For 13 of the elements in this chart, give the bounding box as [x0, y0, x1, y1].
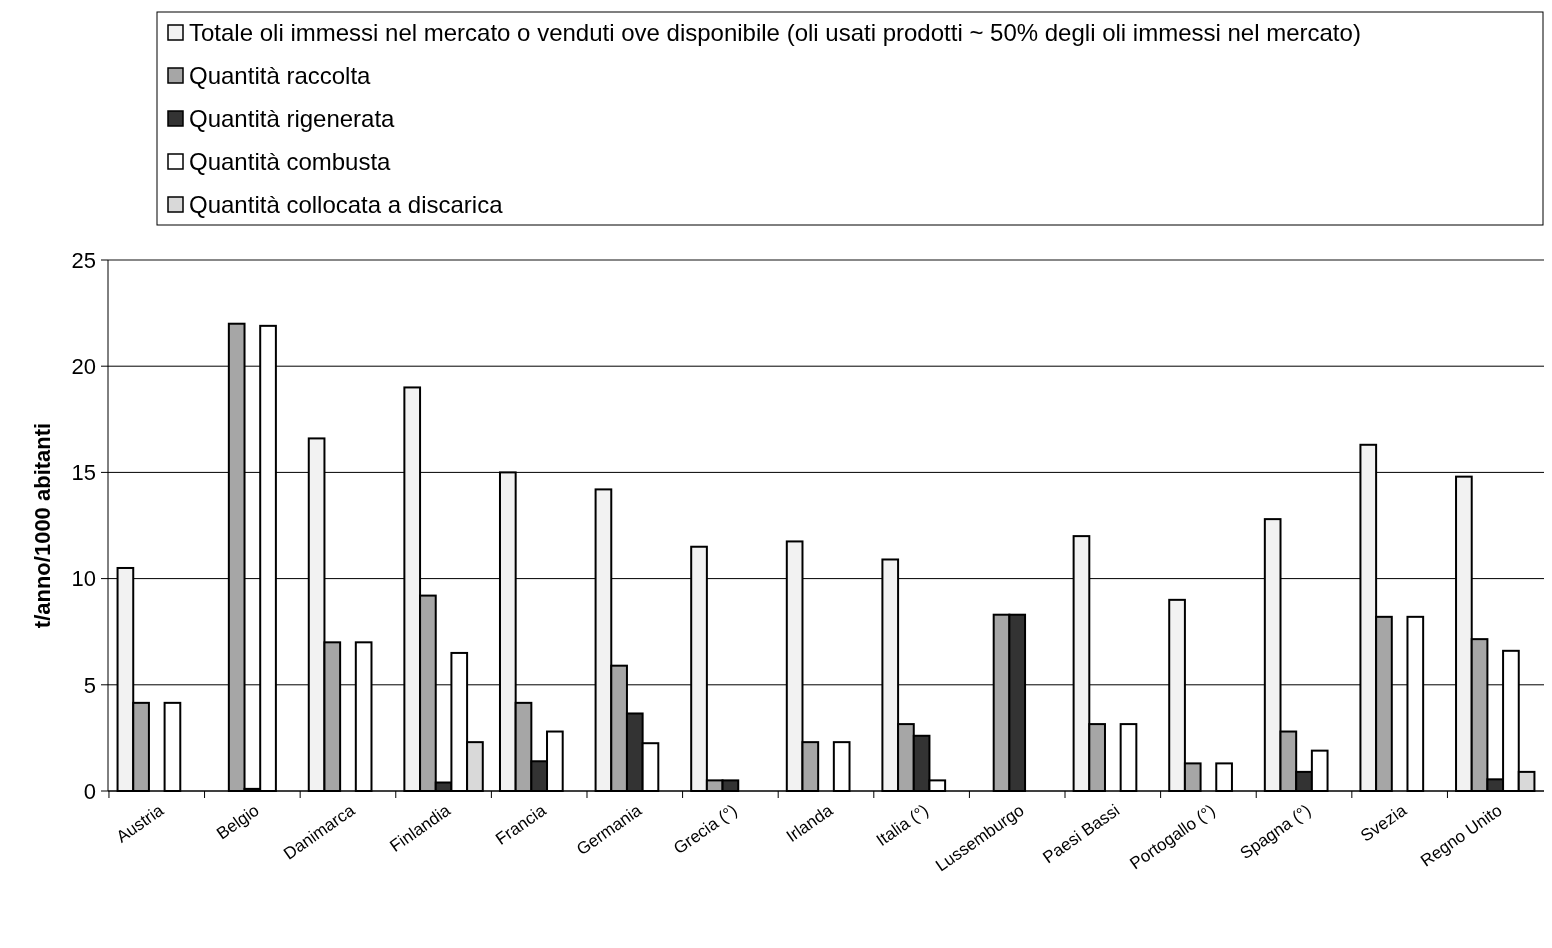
legend-label: Quantità raccolta [189, 62, 372, 89]
legend-label: Totale oli immessi nel mercato o venduti ove disponibile (oli usati prodotti ~ 50% degli oli immessi nel mercato) [189, 19, 1361, 46]
y-tick-label: 10 [71, 566, 96, 592]
legend-label: Quantità rigenerata [189, 105, 396, 132]
y-tick-label: 5 [83, 672, 96, 698]
y-axis-title: t/anno/1000 abitanti [30, 422, 55, 629]
x-tick-label: Italia (°) [872, 800, 932, 850]
y-tick-label: 25 [71, 247, 96, 273]
y-tick-label: 15 [71, 460, 96, 486]
y-tick-label: 20 [71, 353, 96, 379]
y-tick-label: 0 [83, 778, 96, 804]
legend-label: Quantità collocata a discarica [189, 191, 504, 218]
legend-label: Quantità combusta [189, 148, 392, 175]
